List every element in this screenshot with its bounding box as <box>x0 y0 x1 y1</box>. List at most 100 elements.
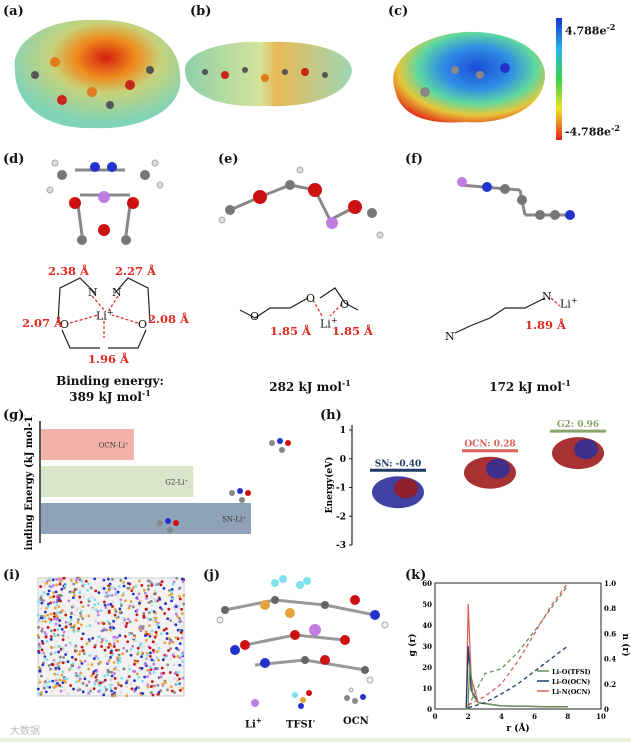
k-ytick: 30 <box>422 642 432 651</box>
sim-atom <box>177 685 181 689</box>
sim-atom <box>143 634 147 637</box>
sim-atom <box>87 614 91 618</box>
sim-atom <box>59 616 63 620</box>
sim-atom <box>53 672 57 676</box>
sim-atom <box>130 687 134 691</box>
sim-atom <box>87 680 91 684</box>
sim-atom <box>150 595 154 599</box>
sim-atom <box>113 694 117 698</box>
sim-atom <box>138 579 141 583</box>
k-ytick: 60 <box>422 579 432 588</box>
sim-atom <box>151 634 155 637</box>
sim-atom <box>79 600 83 604</box>
h-orbital-lobe-sn <box>394 478 418 499</box>
sim-atom <box>128 632 131 636</box>
sim-atom <box>39 585 43 588</box>
sim-atom <box>44 620 47 623</box>
sim-atom <box>65 677 69 681</box>
sim-atom <box>61 681 65 685</box>
sim-atom <box>109 628 112 632</box>
sim-atom <box>72 687 75 691</box>
h-tick-label: 1 <box>340 426 346 436</box>
sim-atom <box>175 682 179 686</box>
sim-atom <box>160 632 163 636</box>
sim-atom <box>91 607 95 611</box>
sim-atom <box>121 621 125 625</box>
sim-atom <box>132 669 135 673</box>
sim-atom <box>117 683 121 687</box>
sim-atom <box>40 648 44 652</box>
h-tick-label: -1 <box>336 484 346 494</box>
sim-atom <box>93 682 97 686</box>
sim-atom <box>163 641 167 645</box>
sim-atom <box>120 604 123 607</box>
sim-atom <box>109 655 113 659</box>
sim-atom <box>168 658 172 661</box>
sim-atom <box>110 678 114 681</box>
sim-atom <box>44 681 48 685</box>
li-atom-d: Li+ <box>96 308 114 323</box>
sim-atom <box>61 634 65 638</box>
sim-atom <box>128 620 132 624</box>
sim-atom <box>111 577 114 581</box>
k-ytick: 10 <box>422 684 432 693</box>
sim-atom <box>76 629 80 632</box>
panel-label-h: (h) <box>320 408 342 423</box>
sim-atom <box>179 631 183 634</box>
sim-atom <box>127 664 131 667</box>
sim-atom <box>124 681 128 685</box>
sim-atom <box>173 672 177 676</box>
sim-atom <box>112 645 116 648</box>
sim-atom <box>79 614 83 618</box>
sim-atom <box>108 622 112 626</box>
sim-atom <box>86 663 90 667</box>
sim-atom <box>126 586 130 590</box>
sim-atom <box>54 590 58 594</box>
panel-label-j: (j) <box>203 568 221 583</box>
sim-atom <box>160 666 164 670</box>
sim-atom <box>47 664 51 667</box>
n-atom-left: N <box>88 286 98 299</box>
sim-atom <box>42 591 46 595</box>
sim-atom <box>43 616 47 620</box>
sim-atom <box>119 602 123 605</box>
k-ylabel: g (r) <box>407 634 418 657</box>
k-ytick: 20 <box>422 663 432 672</box>
sim-atom <box>78 677 82 681</box>
sim-atom <box>130 632 134 635</box>
sim-atom <box>112 672 116 675</box>
sim-atom <box>121 594 125 597</box>
sim-atom <box>37 647 41 651</box>
sim-atom <box>96 656 100 660</box>
dist-sn-mid-right: 2.08 Å <box>148 312 189 326</box>
g-bar-2 <box>41 503 251 534</box>
sim-atom <box>152 671 156 674</box>
sim-atom <box>145 638 148 642</box>
sim-atom <box>149 691 153 695</box>
sim-atom <box>103 603 107 607</box>
sim-atom <box>164 627 168 631</box>
sim-atom <box>94 589 98 593</box>
sim-atom <box>37 603 40 607</box>
sim-atom <box>92 657 96 660</box>
sim-atom <box>112 626 116 630</box>
k-ytick: 0 <box>427 705 432 714</box>
sim-atom <box>54 679 58 682</box>
sim-atom <box>43 584 47 588</box>
h-label-ocn: OCN: 0.28 <box>464 440 515 450</box>
sim-atom <box>83 677 87 681</box>
sim-atom <box>119 598 123 602</box>
sim-atom <box>106 661 110 665</box>
sim-atom <box>55 603 59 606</box>
sim-atom <box>37 642 41 646</box>
sim-atom <box>90 663 94 666</box>
sim-atom <box>145 653 149 657</box>
sim-atom <box>60 673 64 677</box>
sim-atom <box>57 650 61 654</box>
panel-label-b: (b) <box>190 4 212 19</box>
sim-atom <box>129 682 133 686</box>
sim-atom <box>169 639 173 643</box>
sim-atom <box>124 625 128 628</box>
sim-atom <box>104 606 108 610</box>
sim-atom <box>110 674 114 678</box>
